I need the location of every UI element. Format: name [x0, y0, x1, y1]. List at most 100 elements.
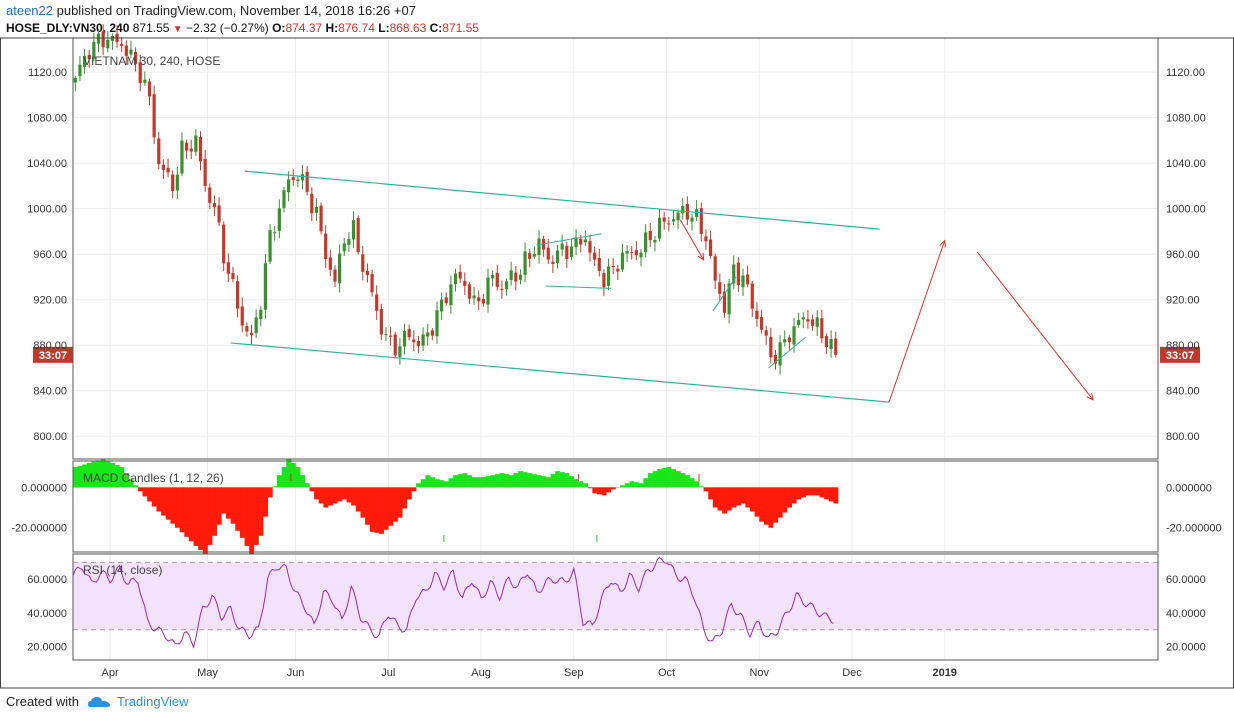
candle-body[interactable]: [546, 247, 550, 260]
candle-body[interactable]: [208, 187, 212, 203]
macd-histogram-bar[interactable]: [490, 475, 496, 488]
macd-histogram-bar[interactable]: [717, 487, 723, 511]
macd-histogram-bar[interactable]: [328, 487, 333, 506]
candle-body[interactable]: [402, 330, 407, 347]
candle-body[interactable]: [240, 306, 244, 326]
macd-histogram-bar[interactable]: [791, 487, 797, 504]
candle-body[interactable]: [616, 268, 620, 272]
macd-histogram-bar[interactable]: [425, 475, 431, 488]
macd-histogram-bar[interactable]: [759, 487, 765, 522]
macd-histogram-bar[interactable]: [105, 461, 111, 488]
candle-body[interactable]: [491, 274, 495, 279]
candle-body[interactable]: [333, 269, 337, 282]
candle-body[interactable]: [718, 282, 722, 294]
macd-histogram-bar[interactable]: [369, 487, 375, 532]
candle-body[interactable]: [792, 326, 796, 345]
candle-body[interactable]: [310, 193, 314, 214]
candle-body[interactable]: [644, 232, 648, 253]
macd-histogram-bar[interactable]: [332, 487, 338, 504]
macd-histogram-bar[interactable]: [569, 476, 575, 488]
macd-histogram-bar[interactable]: [91, 461, 97, 488]
macd-histogram-bar[interactable]: [805, 487, 811, 496]
candle-body[interactable]: [662, 217, 666, 222]
macd-histogram-bar[interactable]: [286, 458, 292, 488]
candle-body[interactable]: [171, 174, 175, 192]
macd-histogram-bar[interactable]: [281, 467, 287, 488]
macd-histogram-bar[interactable]: [513, 473, 519, 488]
candle-body[interactable]: [291, 177, 295, 181]
candle-body[interactable]: [695, 209, 699, 217]
candle-body[interactable]: [551, 261, 555, 264]
candle-body[interactable]: [713, 256, 717, 281]
candle-body[interactable]: [759, 316, 764, 330]
macd-histogram-bar[interactable]: [657, 469, 663, 488]
macd-histogram-bar[interactable]: [601, 487, 607, 496]
candle-body[interactable]: [152, 94, 156, 138]
candle-body[interactable]: [138, 62, 142, 83]
macd-histogram-bar[interactable]: [443, 481, 449, 488]
candle-body[interactable]: [273, 232, 277, 234]
macd-histogram-bar[interactable]: [179, 487, 185, 533]
macd-histogram-bar[interactable]: [754, 487, 760, 517]
candle-body[interactable]: [736, 262, 740, 285]
candle-body[interactable]: [351, 220, 356, 240]
candle-body[interactable]: [393, 334, 397, 356]
candle-body[interactable]: [407, 329, 411, 338]
candle-body[interactable]: [699, 208, 703, 235]
candle-body[interactable]: [732, 264, 736, 284]
macd-histogram-bar[interactable]: [258, 487, 264, 536]
macd-histogram-bar[interactable]: [532, 474, 537, 488]
macd-histogram-bar[interactable]: [499, 473, 505, 488]
macd-histogram-bar[interactable]: [740, 487, 746, 504]
candle-body[interactable]: [472, 295, 476, 299]
candle-body[interactable]: [82, 56, 87, 67]
candle-body[interactable]: [324, 233, 328, 260]
candle-body[interactable]: [222, 224, 226, 264]
candle-body[interactable]: [746, 274, 750, 285]
candle-body[interactable]: [161, 164, 166, 170]
flag-lower-line[interactable]: [545, 285, 611, 289]
macd-histogram-bar[interactable]: [402, 487, 408, 509]
macd-histogram-bar[interactable]: [82, 464, 88, 488]
candle-body[interactable]: [87, 54, 91, 60]
candle-body[interactable]: [824, 336, 829, 348]
macd-histogram-bar[interactable]: [170, 487, 176, 524]
candle-body[interactable]: [361, 254, 365, 272]
candle-body[interactable]: [481, 299, 485, 304]
candle-body[interactable]: [147, 81, 152, 97]
macd-histogram-bar[interactable]: [555, 471, 561, 488]
macd-histogram-bar[interactable]: [151, 487, 157, 507]
candle-body[interactable]: [764, 330, 768, 336]
candle-body[interactable]: [106, 39, 110, 49]
macd-histogram-bar[interactable]: [550, 474, 556, 488]
candle-body[interactable]: [639, 252, 643, 258]
candle-body[interactable]: [602, 273, 606, 288]
macd-histogram-bar[interactable]: [796, 487, 802, 500]
macd-histogram-bar[interactable]: [77, 465, 83, 488]
candle-body[interactable]: [198, 136, 203, 162]
candle-body[interactable]: [305, 171, 309, 192]
macd-histogram-bar[interactable]: [671, 469, 677, 488]
macd-histogram-bar[interactable]: [434, 479, 440, 488]
macd-histogram-bar[interactable]: [647, 473, 653, 488]
macd-histogram-bar[interactable]: [416, 483, 422, 488]
macd-histogram-bar[interactable]: [559, 472, 565, 488]
macd-histogram-bar[interactable]: [800, 487, 806, 498]
macd-histogram-bar[interactable]: [411, 487, 417, 492]
candle-body[interactable]: [648, 230, 652, 241]
candle-body[interactable]: [783, 339, 787, 343]
candle-body[interactable]: [514, 272, 518, 282]
candle-body[interactable]: [236, 281, 240, 309]
macd-histogram-bar[interactable]: [137, 487, 143, 492]
macd-histogram-bar[interactable]: [508, 475, 514, 488]
candle-body[interactable]: [421, 334, 425, 346]
candle-body[interactable]: [653, 239, 657, 243]
candle-body[interactable]: [611, 265, 615, 267]
macd-histogram-bar[interactable]: [787, 487, 792, 508]
macd-histogram-bar[interactable]: [239, 487, 245, 538]
candle-body[interactable]: [157, 138, 161, 165]
macd-histogram-bar[interactable]: [230, 487, 236, 524]
price-pane[interactable]: VIETNAM 30, 240, HOSE 33:07 33:07: [33, 24, 1200, 403]
candle-body[interactable]: [180, 140, 184, 174]
macd-histogram-bar[interactable]: [156, 487, 162, 512]
